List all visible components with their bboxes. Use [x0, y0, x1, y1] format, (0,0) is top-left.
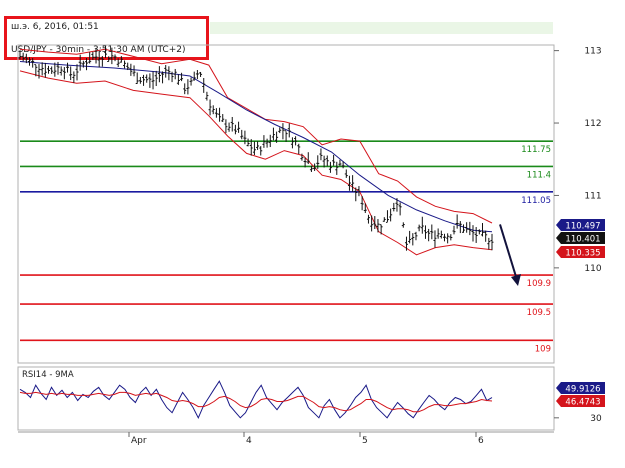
- forecast-arrow-shaft: [499, 224, 518, 281]
- bollinger-lower: [19, 70, 493, 256]
- price-tick-label: 111: [584, 191, 601, 201]
- moving-average: [19, 61, 493, 233]
- rsi-title: RSI14 - 9MA: [22, 370, 74, 380]
- rsi-badge-label: 46.4743: [565, 398, 600, 408]
- level-label: 109: [535, 344, 551, 354]
- level-label: 111.75: [521, 145, 551, 155]
- horizontal-levels: 111.75 111.4 111.05 109.9 109.5 109: [20, 140, 553, 354]
- rsi-badge: [556, 382, 605, 394]
- price-badge-label: 110.401: [565, 235, 600, 245]
- price-tick-label: 113: [584, 47, 601, 57]
- time-tick-label: Apr: [131, 436, 147, 446]
- price-tick-label: 110: [584, 264, 601, 274]
- price-badge-label: 110.335: [565, 249, 600, 259]
- time-tick-label: 5: [362, 436, 368, 446]
- price-badge: [556, 246, 605, 258]
- price-bars: [18, 45, 494, 251]
- price-badge: [556, 219, 605, 231]
- rsi-panel-frame: [17, 366, 555, 431]
- rsi-badge: [556, 395, 605, 407]
- rsi-tick-label: 30: [590, 414, 602, 424]
- bollinger-bands: [19, 48, 493, 256]
- header-band: [210, 22, 553, 34]
- bollinger-upper: [19, 48, 493, 224]
- level-label: 111.05: [521, 196, 551, 206]
- price-badge: [556, 232, 605, 244]
- price-badge-label: 110.497: [565, 222, 600, 232]
- rsi-indicator: 30 49.9126 46.4743: [19, 380, 605, 424]
- price-axis: 113 112 111 110: [554, 47, 602, 274]
- price-panel-frame: [17, 44, 555, 364]
- rsi-series-line: [19, 380, 493, 419]
- time-tick-label: 6: [478, 436, 484, 446]
- rsi-badge-label: 49.9126: [565, 385, 600, 395]
- forecast-arrow: [499, 224, 521, 286]
- header-highlight-box: [4, 16, 209, 60]
- chart-date: ш.э. 6, 2016, 01:51: [11, 22, 99, 32]
- price-badges: 110.497 110.401 110.335: [556, 219, 605, 259]
- level-label: 109.5: [527, 308, 551, 318]
- forecast-arrow-head: [511, 273, 521, 286]
- level-label: 109.9: [527, 279, 551, 289]
- rsi-series-line: [19, 391, 493, 413]
- time-axis: Apr 4 5 6: [128, 432, 484, 446]
- level-label: 111.4: [527, 170, 551, 180]
- time-tick-label: 4: [246, 436, 252, 446]
- price-tick-label: 112: [584, 119, 601, 129]
